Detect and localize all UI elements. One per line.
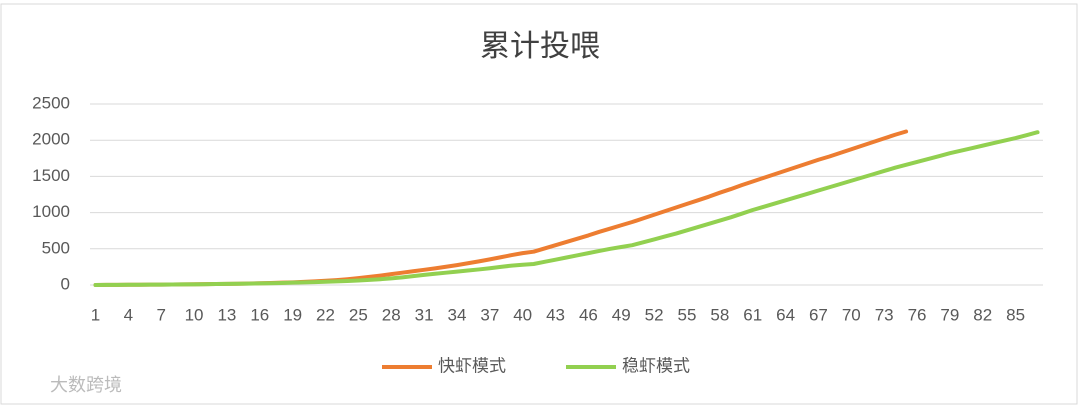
y-tick-label: 2000: [32, 130, 70, 149]
y-tick-label: 1000: [32, 202, 70, 221]
x-tick-label: 4: [124, 305, 133, 324]
x-tick-label: 58: [710, 305, 729, 324]
x-tick-label: 7: [156, 305, 165, 324]
x-tick-label: 10: [185, 305, 204, 324]
x-tick-label: 70: [842, 305, 861, 324]
x-tick-label: 85: [1006, 305, 1025, 324]
legend-label: 稳虾模式: [622, 356, 690, 375]
chart-title: 累计投喂: [480, 30, 600, 63]
watermark: 大数跨境: [50, 375, 122, 395]
x-tick-label: 46: [579, 305, 598, 324]
y-tick-label: 0: [61, 274, 70, 293]
x-tick-label: 61: [743, 305, 762, 324]
x-tick-label: 31: [415, 305, 434, 324]
x-tick-label: 19: [283, 305, 302, 324]
x-tick-label: 76: [908, 305, 927, 324]
line-series: [93, 130, 1040, 287]
chart-border: [0, 3, 1078, 405]
x-tick-label: 13: [217, 305, 236, 324]
y-tick-label: 500: [42, 238, 70, 257]
y-tick-label: 1500: [32, 166, 70, 185]
x-tick-label: 49: [612, 305, 631, 324]
x-tick-label: 52: [645, 305, 664, 324]
x-tick-label: 67: [809, 305, 828, 324]
x-tick-label: 43: [546, 305, 565, 324]
x-tick-label: 22: [316, 305, 335, 324]
x-tick-label: 25: [349, 305, 368, 324]
x-tick-label: 28: [382, 305, 401, 324]
y-tick-label: 2500: [32, 93, 70, 112]
x-tick-label: 82: [973, 305, 992, 324]
x-tick-label: 16: [250, 305, 269, 324]
x-tick-label: 34: [447, 305, 466, 324]
x-tick-label: 37: [480, 305, 499, 324]
x-tick-label: 79: [940, 305, 959, 324]
x-tick-label: 1: [91, 305, 100, 324]
x-tick-label: 55: [678, 305, 697, 324]
x-tick-label: 64: [776, 305, 795, 324]
x-tick-label: 73: [875, 305, 894, 324]
x-tick-label: 40: [513, 305, 532, 324]
legend-label: 快虾模式: [438, 356, 506, 375]
